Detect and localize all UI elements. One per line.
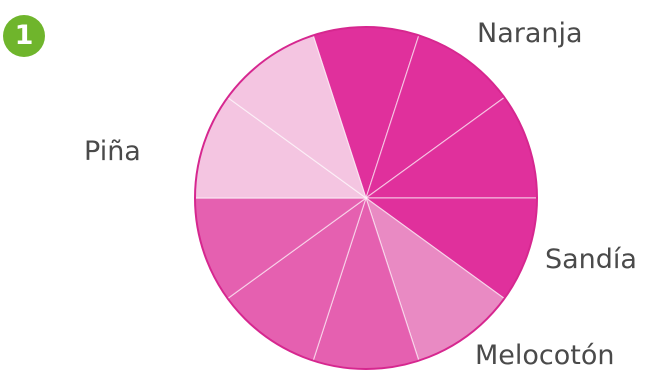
label-pina: Piña (84, 136, 141, 167)
pie-rim (194, 26, 538, 370)
step-number-badge: 1 (3, 15, 45, 57)
label-sandia: Sandía (545, 244, 637, 275)
label-naranja: Naranja (477, 18, 583, 49)
pie-slices (194, 26, 538, 370)
label-melocoton: Melocotón (475, 340, 615, 371)
